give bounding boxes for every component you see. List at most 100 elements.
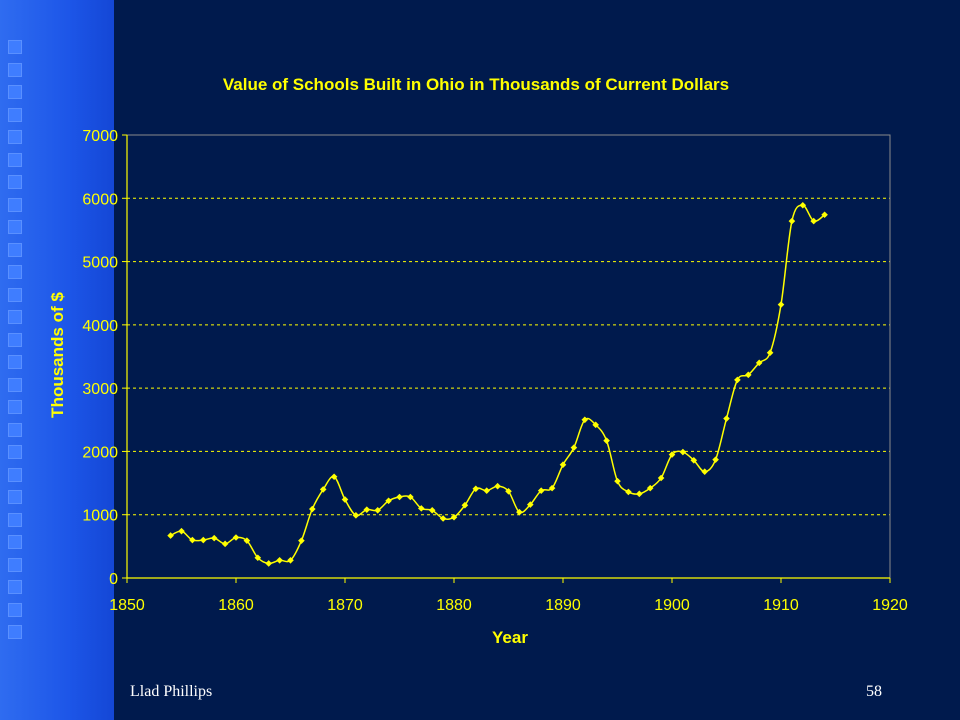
data-point-marker xyxy=(385,497,392,505)
decorative-square xyxy=(8,242,22,257)
data-point-marker xyxy=(298,537,305,544)
decorative-square xyxy=(8,287,22,302)
data-point-marker xyxy=(396,493,403,501)
data-point-marker xyxy=(254,554,262,562)
decorative-square xyxy=(8,602,22,617)
data-point-marker xyxy=(309,505,316,513)
sidebar-decoration xyxy=(0,0,114,720)
decorative-square xyxy=(8,40,22,54)
data-point-marker xyxy=(636,490,643,498)
data-point-marker xyxy=(374,506,381,514)
data-point-marker xyxy=(570,444,578,451)
decorative-square xyxy=(8,107,22,122)
y-tick-label: 3000 xyxy=(82,381,118,398)
y-tick-labels: 0 1000 2000 3000 4000 5000 6000 7000 xyxy=(82,128,118,588)
data-point-marker xyxy=(363,506,371,513)
y-tick-label: 0 xyxy=(109,571,118,588)
decorative-square xyxy=(8,377,22,392)
decorative-square xyxy=(8,445,22,459)
data-point-marker xyxy=(439,515,447,522)
data-point-marker xyxy=(287,556,294,564)
data-point-marker xyxy=(603,437,610,444)
data-point-marker xyxy=(755,359,763,367)
decorative-square xyxy=(8,175,22,189)
data-point-marker xyxy=(668,451,676,458)
decorative-square xyxy=(8,62,22,77)
data-point-marker xyxy=(330,473,338,481)
decorative-square xyxy=(8,197,22,212)
data-point-marker xyxy=(210,534,218,542)
y-axis-label: Thousands of $ xyxy=(48,292,67,418)
x-tick-label: 1850 xyxy=(109,597,145,614)
x-tick-label: 1900 xyxy=(654,597,690,614)
data-point-marker xyxy=(657,474,665,482)
decorative-square xyxy=(8,580,22,594)
x-tick-label: 1890 xyxy=(545,597,581,614)
data-point-marker xyxy=(723,415,730,422)
gridlines xyxy=(127,134,890,516)
data-point-marker xyxy=(799,201,807,209)
data-point-marker xyxy=(407,493,414,501)
data-point-marker xyxy=(527,501,534,508)
data-point-marker xyxy=(548,484,556,492)
decorative-square xyxy=(8,535,22,549)
page-number: 58 xyxy=(866,683,882,700)
plot-area-border xyxy=(126,134,891,579)
data-point-marker xyxy=(494,482,501,490)
data-point-marker xyxy=(319,486,327,493)
y-tick-label: 6000 xyxy=(82,191,118,208)
data-point-marker xyxy=(167,532,174,539)
data-point-marker xyxy=(559,461,567,469)
data-point-marker xyxy=(701,468,708,475)
decorative-square xyxy=(8,625,22,639)
data-point-marker xyxy=(777,301,785,308)
decorative-square xyxy=(8,557,22,572)
y-tick-label: 1000 xyxy=(82,508,118,525)
y-tick-label: 2000 xyxy=(82,444,118,461)
decorative-square xyxy=(8,130,22,144)
decorative-square xyxy=(8,85,22,99)
data-point-marker xyxy=(734,376,741,384)
data-point-marker xyxy=(352,512,360,519)
data-point-marker xyxy=(766,349,774,357)
x-tick-labels: 1850 1860 1870 1880 1890 1900 1910 1920 xyxy=(109,597,908,614)
data-point-marker xyxy=(646,484,654,492)
axes xyxy=(122,134,891,583)
footer-author: Llad Phillips xyxy=(130,683,213,700)
data-point-marker xyxy=(537,487,545,494)
decorative-square xyxy=(8,355,22,369)
decorative-square xyxy=(8,422,22,437)
decorative-square xyxy=(8,310,22,324)
series-line xyxy=(170,204,826,565)
data-point-marker xyxy=(178,527,185,535)
decorative-square xyxy=(8,490,22,504)
data-point-marker xyxy=(690,456,698,464)
data-point-marker xyxy=(581,416,589,424)
data-point-marker xyxy=(450,513,458,521)
data-point-marker xyxy=(745,371,752,379)
decorative-square xyxy=(8,152,22,167)
x-tick-label: 1910 xyxy=(763,597,799,614)
data-point-marker xyxy=(614,477,621,485)
x-tick-label: 1880 xyxy=(436,597,472,614)
data-point-marker xyxy=(625,488,632,496)
data-point-marker xyxy=(221,540,229,548)
data-points xyxy=(167,201,828,567)
data-point-marker xyxy=(428,506,436,514)
decorative-square xyxy=(8,265,22,279)
data-point-marker xyxy=(483,487,490,494)
decorative-square xyxy=(8,467,22,482)
data-point-marker xyxy=(712,456,719,463)
decorative-square xyxy=(8,332,22,347)
data-point-marker xyxy=(341,496,349,503)
decorative-squares xyxy=(8,40,26,648)
data-point-marker xyxy=(276,556,283,564)
decorative-square xyxy=(8,220,22,234)
data-point-marker xyxy=(243,537,251,544)
data-point-marker xyxy=(810,217,817,225)
data-point-marker xyxy=(516,508,523,516)
x-tick-label: 1920 xyxy=(872,597,908,614)
data-point-marker xyxy=(232,534,240,541)
chart-title: Value of Schools Built in Ohio in Thousa… xyxy=(223,75,729,94)
